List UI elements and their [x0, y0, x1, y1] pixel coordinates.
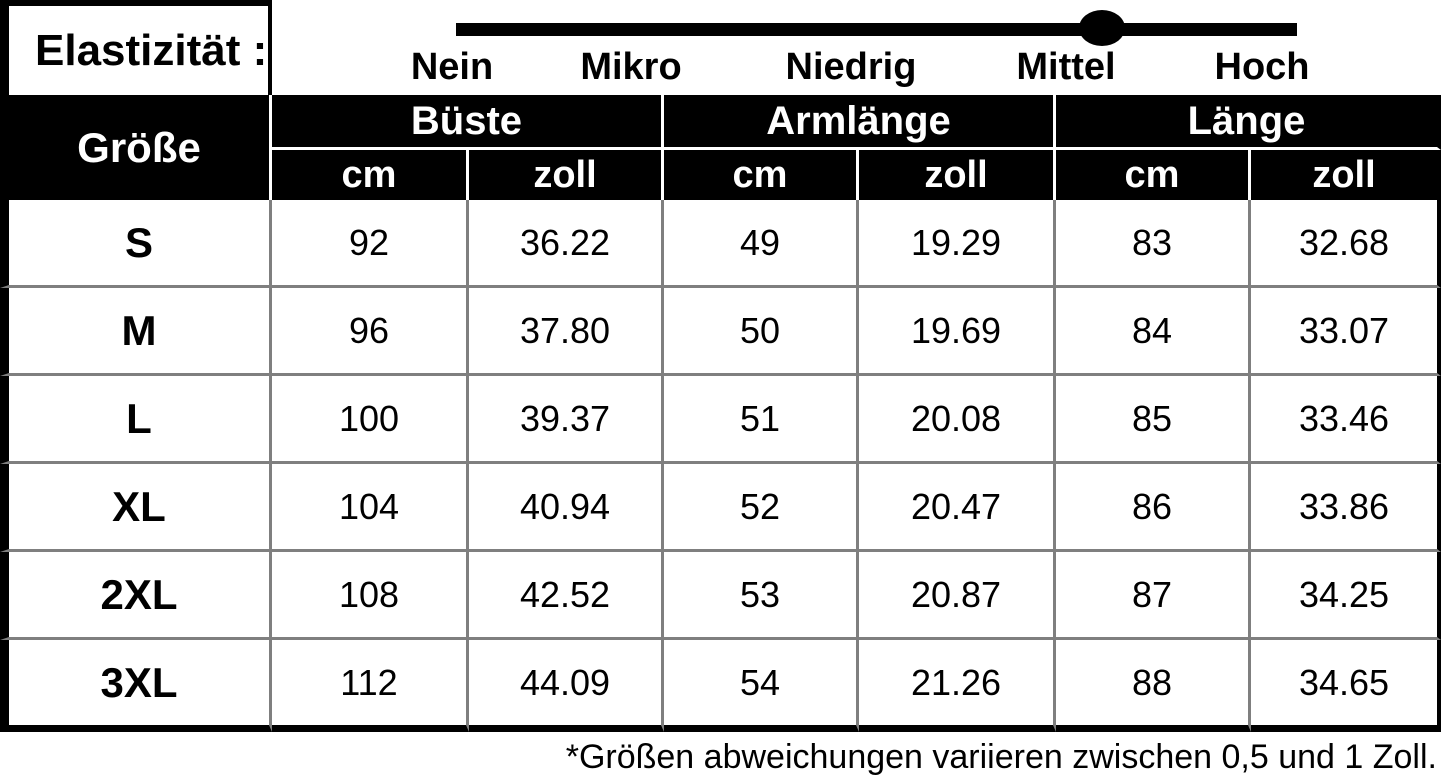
size-column-header: Größe [0, 95, 272, 200]
value-cell: 52 [664, 464, 859, 552]
value-cell: 96 [272, 288, 469, 376]
value-cell: 42.52 [469, 552, 664, 640]
value-cell: 37.80 [469, 288, 664, 376]
value-cell: 33.46 [1251, 376, 1441, 464]
size-cell: L [0, 376, 272, 464]
unit-header-arm-zoll: zoll [859, 150, 1056, 200]
elasticity-slider: Nein Mikro Niedrig Mittel Hoch [272, 0, 1441, 95]
size-cell: S [0, 200, 272, 288]
unit-header-len-cm: cm [1056, 150, 1251, 200]
value-cell: 39.37 [469, 376, 664, 464]
value-cell: 104 [272, 464, 469, 552]
unit-header-len-zoll: zoll [1251, 150, 1441, 200]
slider-label-niedrig: Niedrig [785, 46, 917, 88]
value-cell: 88 [1056, 640, 1251, 732]
value-cell: 33.07 [1251, 288, 1441, 376]
value-cell: 20.47 [859, 464, 1056, 552]
elasticity-row: Elastizität : Nein Mikro Niedrig Mittel … [0, 0, 1441, 95]
table-row-2xl: 2XL 108 42.52 53 20.87 87 34.25 [0, 552, 1441, 640]
footnote-row: *Größen abweichungen variieren zwischen … [0, 732, 1441, 782]
size-cell: XL [0, 464, 272, 552]
value-cell: 36.22 [469, 200, 664, 288]
value-cell: 40.94 [469, 464, 664, 552]
value-cell: 108 [272, 552, 469, 640]
unit-header-bust-cm: cm [272, 150, 469, 200]
size-cell: 2XL [0, 552, 272, 640]
value-cell: 83 [1056, 200, 1251, 288]
unit-header-row: cm zoll cm zoll cm zoll [0, 150, 1441, 200]
value-cell: 84 [1056, 288, 1251, 376]
value-cell: 19.29 [859, 200, 1056, 288]
value-cell: 53 [664, 552, 859, 640]
value-cell: 33.86 [1251, 464, 1441, 552]
slider-label-mittel: Mittel [1016, 46, 1116, 88]
slider-label-hoch: Hoch [1214, 46, 1310, 88]
unit-header-arm-cm: cm [664, 150, 859, 200]
value-cell: 21.26 [859, 640, 1056, 732]
slider-handle-icon[interactable] [1079, 10, 1125, 46]
value-cell: 51 [664, 376, 859, 464]
table-row-xl: XL 104 40.94 52 20.47 86 33.86 [0, 464, 1441, 552]
group-header-arm-length: Armlänge [664, 95, 1056, 150]
group-header-bust: Büste [272, 95, 664, 150]
group-header-length: Länge [1056, 95, 1441, 150]
footnote: *Größen abweichungen variieren zwischen … [0, 732, 1441, 782]
value-cell: 92 [272, 200, 469, 288]
value-cell: 112 [272, 640, 469, 732]
value-cell: 20.08 [859, 376, 1056, 464]
slider-label-nein: Nein [410, 46, 494, 88]
table-row-3xl: 3XL 112 44.09 54 21.26 88 34.65 [0, 640, 1441, 732]
value-cell: 34.25 [1251, 552, 1441, 640]
table-row-m: M 96 37.80 50 19.69 84 33.07 [0, 288, 1441, 376]
value-cell: 100 [272, 376, 469, 464]
value-cell: 54 [664, 640, 859, 732]
value-cell: 49 [664, 200, 859, 288]
value-cell: 85 [1056, 376, 1251, 464]
value-cell: 86 [1056, 464, 1251, 552]
elasticity-label: Elastizität : [0, 0, 272, 95]
value-cell: 19.69 [859, 288, 1056, 376]
size-cell: M [0, 288, 272, 376]
value-cell: 50 [664, 288, 859, 376]
value-cell: 34.65 [1251, 640, 1441, 732]
table-row-l: L 100 39.37 51 20.08 85 33.46 [0, 376, 1441, 464]
table-row-s: S 92 36.22 49 19.29 83 32.68 [0, 200, 1441, 288]
value-cell: 32.68 [1251, 200, 1441, 288]
slider-track[interactable] [456, 23, 1297, 36]
size-cell: 3XL [0, 640, 272, 732]
unit-header-bust-zoll: zoll [469, 150, 664, 200]
slider-label-mikro: Mikro [580, 46, 682, 88]
group-header-row: Größe Büste Armlänge Länge [0, 95, 1441, 200]
value-cell: 20.87 [859, 552, 1056, 640]
value-cell: 87 [1056, 552, 1251, 640]
value-cell: 44.09 [469, 640, 664, 732]
